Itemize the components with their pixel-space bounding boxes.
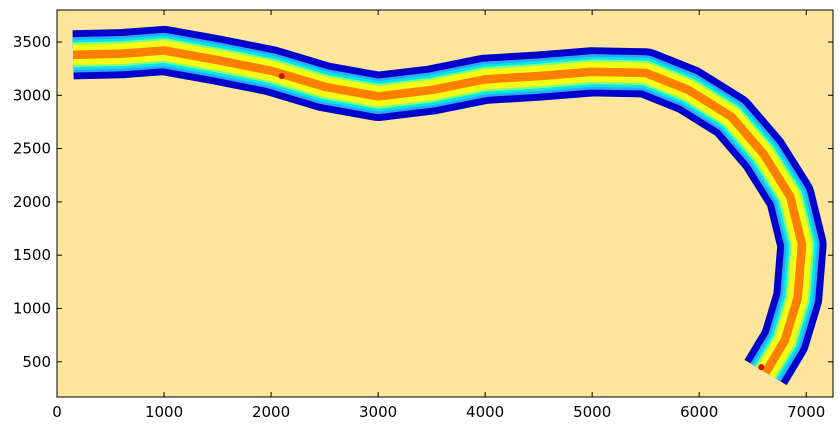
hot-spot-1 (758, 364, 764, 370)
y-tick-label: 2000 (13, 193, 51, 211)
x-tick-label: 0 (52, 403, 62, 421)
y-tick-label: 2500 (13, 140, 51, 158)
x-tick-label: 3000 (359, 403, 397, 421)
hot-spot-0 (279, 73, 285, 79)
y-tick-label: 3500 (13, 33, 51, 51)
y-tick-label: 1000 (13, 300, 51, 318)
x-tick-label: 4000 (466, 403, 504, 421)
x-tick-label: 6000 (680, 403, 718, 421)
x-tick-label: 5000 (573, 403, 611, 421)
y-tick-label: 500 (22, 353, 51, 371)
x-tick-label: 1000 (145, 403, 183, 421)
x-tick-label: 2000 (252, 403, 290, 421)
y-tick-label: 1500 (13, 246, 51, 264)
x-tick-label: 7000 (787, 403, 825, 421)
y-tick-label: 3000 (13, 86, 51, 104)
